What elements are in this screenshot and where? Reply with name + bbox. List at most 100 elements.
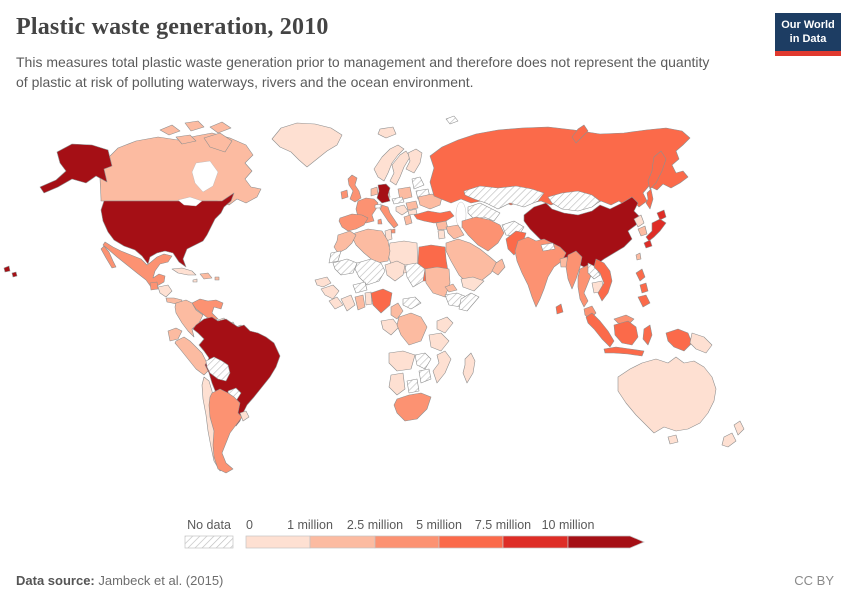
country-canada[interactable] [175,134,197,145]
country-japan-honshu[interactable] [645,218,667,242]
country-mongolia[interactable] [547,190,601,212]
country-algeria[interactable] [351,228,391,264]
country-sri-lanka[interactable] [555,303,564,315]
country-ireland[interactable] [340,189,349,200]
country-united-states-hawaii[interactable] [11,271,18,278]
country-indonesia-borneo[interactable] [613,320,639,346]
country-mexico[interactable] [102,241,173,288]
country-iran[interactable] [461,216,505,252]
country-zambia[interactable] [414,352,432,370]
country-japan-kyushu[interactable] [643,239,653,249]
owid-logo[interactable]: Our World in Data [775,13,841,56]
country-oman[interactable] [491,258,506,276]
country-japan-hokkaido[interactable] [656,209,667,221]
country-turkey[interactable] [413,210,455,224]
country-greenland[interactable] [271,122,343,168]
country-brazil[interactable] [192,316,281,427]
country-germany[interactable] [376,183,391,204]
legend-bin-5-arrow[interactable] [567,535,645,549]
country-papua-new-guinea[interactable] [689,332,713,354]
country-uzbekistan-turkmenistan[interactable] [467,202,501,222]
country-greece[interactable] [403,214,413,226]
country-niger[interactable] [384,260,406,282]
country-togo-benin[interactable] [364,291,373,306]
country-madagascar[interactable] [462,352,476,384]
country-syria[interactable] [435,220,449,231]
country-iraq[interactable] [445,224,465,240]
country-canada[interactable] [159,124,181,136]
country-canada[interactable] [184,120,205,132]
country-eritrea[interactable] [444,283,458,293]
country-united-states-alaska[interactable] [39,143,113,194]
country-india[interactable] [514,236,567,308]
country-cuba[interactable] [171,267,197,276]
country-angola[interactable] [388,350,416,372]
country-new-zealand-north[interactable] [733,420,745,436]
country-hispaniola[interactable] [199,272,213,280]
country-taiwan[interactable] [635,252,642,261]
country-ivory-coast[interactable] [340,294,356,312]
legend-bin-3[interactable] [438,535,504,549]
country-ecuador[interactable] [167,327,183,342]
country-svalbard[interactable] [445,115,459,125]
country-colombia[interactable] [174,299,204,338]
country-australia-tasmania[interactable] [667,434,679,445]
country-israel-jordan[interactable] [437,229,446,240]
country-zimbabwe[interactable] [418,368,432,384]
legend-no-data-swatch[interactable] [184,535,234,549]
country-italy[interactable] [379,204,399,229]
country-nepal[interactable] [540,242,556,252]
country-ghana[interactable] [354,294,366,311]
country-tanzania[interactable] [428,332,450,352]
country-mozambique[interactable] [432,350,452,384]
country-namibia[interactable] [388,372,406,396]
country-dr-congo[interactable] [396,312,428,346]
country-russia-kamchatka[interactable] [647,150,667,190]
country-baltic-states[interactable] [411,176,425,190]
country-sudan[interactable] [424,266,451,298]
country-cameroon[interactable] [390,302,404,320]
country-australia[interactable] [617,356,717,434]
country-botswana[interactable] [406,378,420,394]
country-uruguay[interactable] [239,410,250,422]
country-italy-sardinia[interactable] [377,218,383,225]
country-western-sahara[interactable] [328,250,342,264]
country-austria-czechia[interactable] [391,196,405,205]
country-canada[interactable] [203,132,233,153]
country-south-africa[interactable] [393,392,432,422]
country-norway[interactable] [373,144,405,182]
country-morocco[interactable] [333,230,357,254]
country-united-states[interactable] [100,192,235,268]
country-spain[interactable] [338,213,369,232]
country-chad[interactable] [404,262,426,288]
country-mali[interactable] [354,258,386,286]
country-senegal[interactable] [314,276,332,288]
legend-bin-1[interactable] [309,535,376,549]
country-burkina-faso[interactable] [352,281,368,294]
country-venezuela[interactable] [191,298,224,321]
country-indonesia-sumatra[interactable] [585,312,615,348]
country-saudi-arabia[interactable] [445,238,498,286]
country-new-zealand-south[interactable] [721,432,737,448]
country-poland[interactable] [397,186,413,201]
country-canada[interactable] [99,132,262,206]
country-puerto-rico[interactable] [214,276,220,281]
country-sierra-leone-liberia[interactable] [328,296,344,310]
country-argentina[interactable] [208,388,243,474]
country-russia-novaya-zemlya[interactable] [571,124,589,144]
country-bolivia[interactable] [205,356,231,382]
country-united-states-hawaii[interactable] [3,265,11,273]
country-kazakhstan[interactable] [463,185,545,210]
country-philippines[interactable] [637,294,651,308]
country-sweden[interactable] [389,150,411,186]
country-somalia[interactable] [458,292,480,312]
country-guatemala[interactable] [149,281,159,291]
country-kenya[interactable] [436,316,454,334]
country-central-african-republic[interactable] [402,296,422,310]
country-indonesia-sulawesi[interactable] [642,324,653,346]
country-vietnam[interactable] [593,258,613,302]
country-ukraine[interactable] [417,193,443,210]
country-gabon-congo[interactable] [380,318,400,336]
country-uk[interactable] [347,174,362,203]
country-philippines[interactable] [639,282,649,294]
